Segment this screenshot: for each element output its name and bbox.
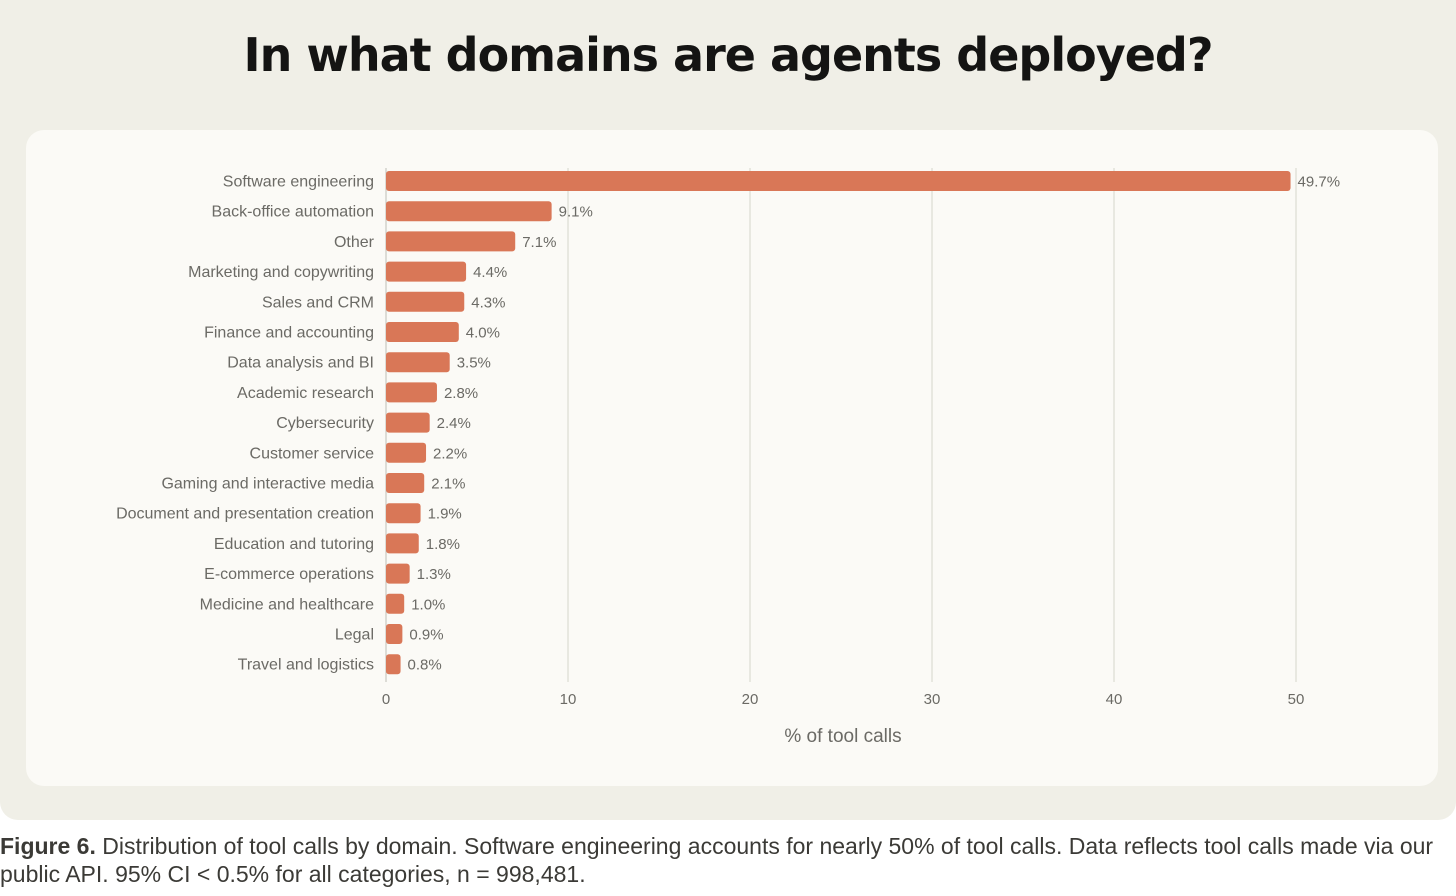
value-label: 1.3% [417, 566, 451, 583]
category-label: Marketing and copywriting [188, 264, 374, 281]
value-label: 7.1% [522, 234, 556, 251]
bar [386, 412, 430, 433]
bar-chart: Software engineering Back-office automati… [116, 168, 1341, 747]
value-label: 4.3% [471, 294, 505, 311]
value-label: 4.4% [473, 264, 507, 281]
bar [386, 442, 427, 463]
bar [386, 261, 467, 282]
figure-caption: Figure 6. Distribution of tool calls by … [0, 832, 1440, 888]
category-label: Travel and logistics [238, 657, 374, 674]
x-tick-label: 50 [1288, 691, 1305, 708]
category-label: Legal [335, 627, 374, 644]
category-label: Finance and accounting [204, 325, 374, 342]
category-label: Document and presentation creation [116, 506, 374, 523]
category-label: Academic research [237, 385, 374, 402]
category-label: Medicine and healthcare [200, 596, 374, 613]
bar [386, 473, 425, 493]
bar [386, 382, 437, 403]
bar [386, 231, 516, 252]
category-label: Other [334, 234, 375, 251]
value-label: 2.2% [433, 445, 467, 462]
value-label: 0.8% [408, 657, 442, 674]
bar [386, 593, 405, 614]
x-tick-label: 10 [560, 691, 577, 708]
figure-panel: In what domains are agents deployed? Sof… [0, 0, 1456, 820]
value-label: 2.8% [444, 385, 478, 402]
category-labels: Software engineering Back-office automati… [116, 174, 375, 674]
bar [386, 352, 450, 373]
value-label: 1.0% [411, 596, 445, 613]
value-label: 2.4% [437, 415, 471, 432]
bar [386, 624, 403, 644]
value-label: 3.5% [457, 355, 491, 372]
bar [386, 654, 401, 675]
chart-title: In what domains are agents deployed? [243, 28, 1213, 82]
bar [386, 322, 459, 342]
category-label: Gaming and interactive media [161, 476, 374, 493]
gridlines [385, 168, 1297, 682]
bar [386, 291, 465, 312]
x-axis-label: % of tool calls [784, 726, 901, 747]
value-label: 1.9% [428, 506, 462, 523]
bar [386, 563, 410, 584]
category-label: Sales and CRM [262, 294, 374, 311]
category-label: Education and tutoring [214, 536, 374, 553]
chart-card: Software engineering Back-office automati… [26, 130, 1438, 786]
value-label: 2.1% [431, 476, 465, 493]
value-label: 4.0% [466, 325, 500, 342]
x-tick-label: 30 [924, 691, 941, 708]
category-label: Back-office automation [212, 204, 374, 221]
category-label: Data analysis and BI [227, 355, 374, 372]
caption-text: Distribution of tool calls by domain. So… [0, 833, 1434, 887]
caption-label: Figure 6. [0, 833, 96, 859]
x-tick-label: 0 [382, 691, 390, 708]
bar [386, 171, 1291, 191]
category-label: Cybersecurity [276, 415, 374, 432]
bar [386, 201, 552, 222]
value-labels: 49.7% 9.1%7.1% 4.4% 4.3% 4.0% 3.5% 2.8% 2.4% 2.2… [408, 174, 1341, 674]
bars [386, 171, 1291, 675]
x-tick-labels: 0 10 20 30 40 50 [382, 691, 1305, 708]
x-tick-label: 20 [742, 691, 759, 708]
x-tick-label: 40 [1106, 691, 1123, 708]
category-label: Software engineering [223, 174, 374, 191]
value-label: 1.8% [426, 536, 460, 553]
category-label: Customer service [250, 445, 375, 462]
value-label: 9.1% [559, 204, 593, 221]
value-label: 49.7% [1298, 174, 1341, 191]
bar [386, 533, 419, 554]
bar [386, 503, 421, 524]
value-label: 0.9% [409, 627, 443, 644]
category-label: E-commerce operations [204, 566, 374, 583]
